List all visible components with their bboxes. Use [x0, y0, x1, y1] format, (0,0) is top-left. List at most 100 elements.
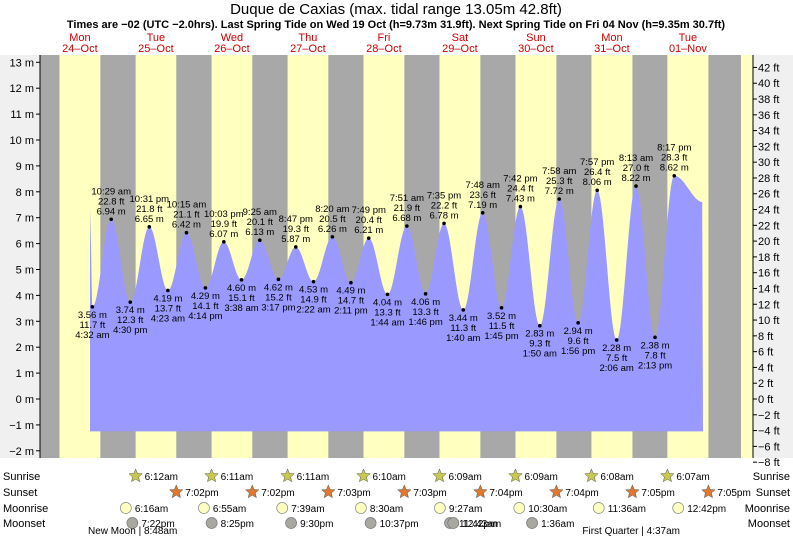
- high-tide-time: 8:47 pm: [279, 214, 313, 225]
- moonrise-time: 12:42pm: [687, 504, 726, 515]
- moonset-time: 1:36am: [541, 519, 574, 530]
- low-tide-time: 2:22 am: [296, 305, 330, 316]
- row-label-sunset-right: Sunset: [756, 487, 790, 499]
- right-tick-label: 18 ft: [758, 252, 779, 264]
- moonrise-time: 10:30am: [528, 504, 567, 515]
- sunrise-icon: [584, 468, 599, 483]
- low-tide-point: [128, 300, 133, 304]
- low-tide-feet: 12.3 ft: [117, 315, 144, 326]
- moon-phase-first-quarter: First Quarter | 4:37am: [582, 526, 680, 537]
- high-tide-point: [595, 188, 599, 193]
- low-tide-time: 3:38 am: [224, 303, 258, 314]
- day-name: Sat: [452, 32, 469, 44]
- right-tick-label: 10 ft: [758, 315, 779, 327]
- day-name: Wed: [221, 32, 243, 44]
- row-label-sunrise-right: Sunrise: [753, 471, 790, 483]
- sunrise-icon: [280, 468, 295, 483]
- high-tide-feet: 25.3 ft: [546, 176, 573, 187]
- sunrise-time: 6:09am: [524, 472, 557, 483]
- moonrise-icon: [672, 502, 685, 514]
- low-tide-point: [203, 286, 208, 290]
- low-tide-point: [166, 288, 170, 293]
- sunrise-icon: [356, 468, 371, 483]
- moonrise-time: 8:30am: [370, 504, 403, 515]
- tide-curve: [90, 175, 703, 432]
- high-tide-meters: 8.06 m: [583, 177, 612, 188]
- sunset-time: 7:04pm: [565, 488, 598, 499]
- high-tide-time: 10:15 am: [167, 200, 207, 211]
- moonrise-time: 9:27am: [449, 504, 482, 515]
- right-tick-label: 24 ft: [758, 205, 779, 217]
- row-label-sunrise: Sunrise: [3, 471, 40, 483]
- left-tick-label: 2 m: [16, 342, 34, 354]
- left-tick-label: −2 m: [9, 446, 34, 458]
- moonset-time: 7:22pm: [141, 519, 174, 530]
- low-tide-feet: 14.1 ft: [192, 301, 219, 312]
- right-tick-label: 6 ft: [758, 347, 773, 359]
- right-tick-label: −2 ft: [758, 410, 780, 422]
- high-tide-feet: 20.4 ft: [356, 215, 383, 226]
- low-tide-feet: 13.3 ft: [412, 307, 439, 318]
- right-tick-label: 34 ft: [758, 126, 779, 138]
- high-tide-meters: 8.22 m: [621, 173, 650, 184]
- high-tide-time: 7:48 am: [466, 180, 500, 191]
- low-tide-time: 1:50 am: [523, 349, 557, 360]
- left-tick-label: 7 m: [16, 213, 34, 225]
- day-date: 01–Nov: [669, 43, 707, 55]
- high-tide-time: 8:13 am: [619, 153, 653, 164]
- high-tide-meters: 6.42 m: [172, 220, 201, 231]
- astronomy-rows: Sunrise Sunrise Sunset Sunset Moonrise Moonri…: [3, 468, 790, 537]
- right-tick-label: −6 ft: [758, 441, 780, 453]
- left-tick-label: 12 m: [10, 83, 34, 95]
- high-tide-feet: 19.3 ft: [283, 224, 310, 235]
- left-axis-panel: [0, 55, 40, 458]
- moonrise-icon: [434, 502, 446, 514]
- high-tide-point: [184, 230, 189, 235]
- low-tide-point: [385, 292, 390, 297]
- sunrise-time: 6:11am: [297, 472, 330, 483]
- moonset-icon: [285, 517, 297, 529]
- left-tick-label: 10 m: [10, 135, 34, 147]
- high-tide-meters: 6.13 m: [245, 227, 274, 238]
- row-label-moonrise: Moonrise: [3, 503, 48, 515]
- high-tide-point: [222, 239, 226, 244]
- high-tide-feet: 20.1 ft: [247, 217, 274, 228]
- day-date: 26–Oct: [214, 43, 249, 55]
- low-tide-feet: 11.7 ft: [80, 320, 106, 331]
- high-tide-point: [258, 238, 262, 243]
- low-tide-point: [276, 277, 281, 282]
- low-tide-time: 3:17 pm: [261, 302, 295, 313]
- high-tide-time: 10:29 am: [91, 186, 131, 197]
- high-tide-time: 7:57 pm: [580, 157, 614, 168]
- day-name: Mon: [601, 32, 622, 44]
- sunset-icon: [549, 484, 564, 499]
- low-tide-feet: 15.2 ft: [265, 292, 292, 303]
- right-tick-label: 22 ft: [758, 220, 779, 232]
- low-tide-point: [239, 278, 244, 282]
- moonrise-time: 11:36am: [608, 504, 646, 515]
- sunrise-time: 6:08am: [600, 472, 633, 483]
- sunrise-icon: [508, 468, 523, 483]
- high-tide-meters: 6.07 m: [209, 229, 238, 240]
- moonrise-icon: [198, 502, 210, 514]
- low-tide-feet: 14.9 ft: [300, 295, 327, 306]
- left-tick-label: 13 m: [10, 57, 34, 69]
- sunrise-time: 6:11am: [221, 472, 254, 483]
- low-tide-feet: 7.5 ft: [606, 353, 627, 364]
- right-tick-label: 36 ft: [758, 110, 779, 122]
- low-tide-meters: 4.19 m: [153, 293, 182, 304]
- high-tide-feet: 22.2 ft: [431, 200, 458, 211]
- high-tide-meters: 6.68 m: [392, 213, 421, 224]
- low-tide-feet: 11.3 ft: [450, 323, 476, 334]
- low-tide-feet: 15.1 ft: [228, 293, 255, 304]
- day-name: Thu: [298, 32, 317, 44]
- high-tide-meters: 6.26 m: [318, 224, 347, 235]
- left-tick-label: 3 m: [16, 316, 34, 328]
- day-name: Sun: [526, 32, 546, 44]
- day-name: Mon: [69, 32, 90, 44]
- sunset-time: 7:02pm: [261, 488, 294, 499]
- high-tide-feet: 28.3 ft: [661, 153, 688, 164]
- sunset-icon: [625, 484, 640, 499]
- day-date: 27–Oct: [290, 43, 325, 55]
